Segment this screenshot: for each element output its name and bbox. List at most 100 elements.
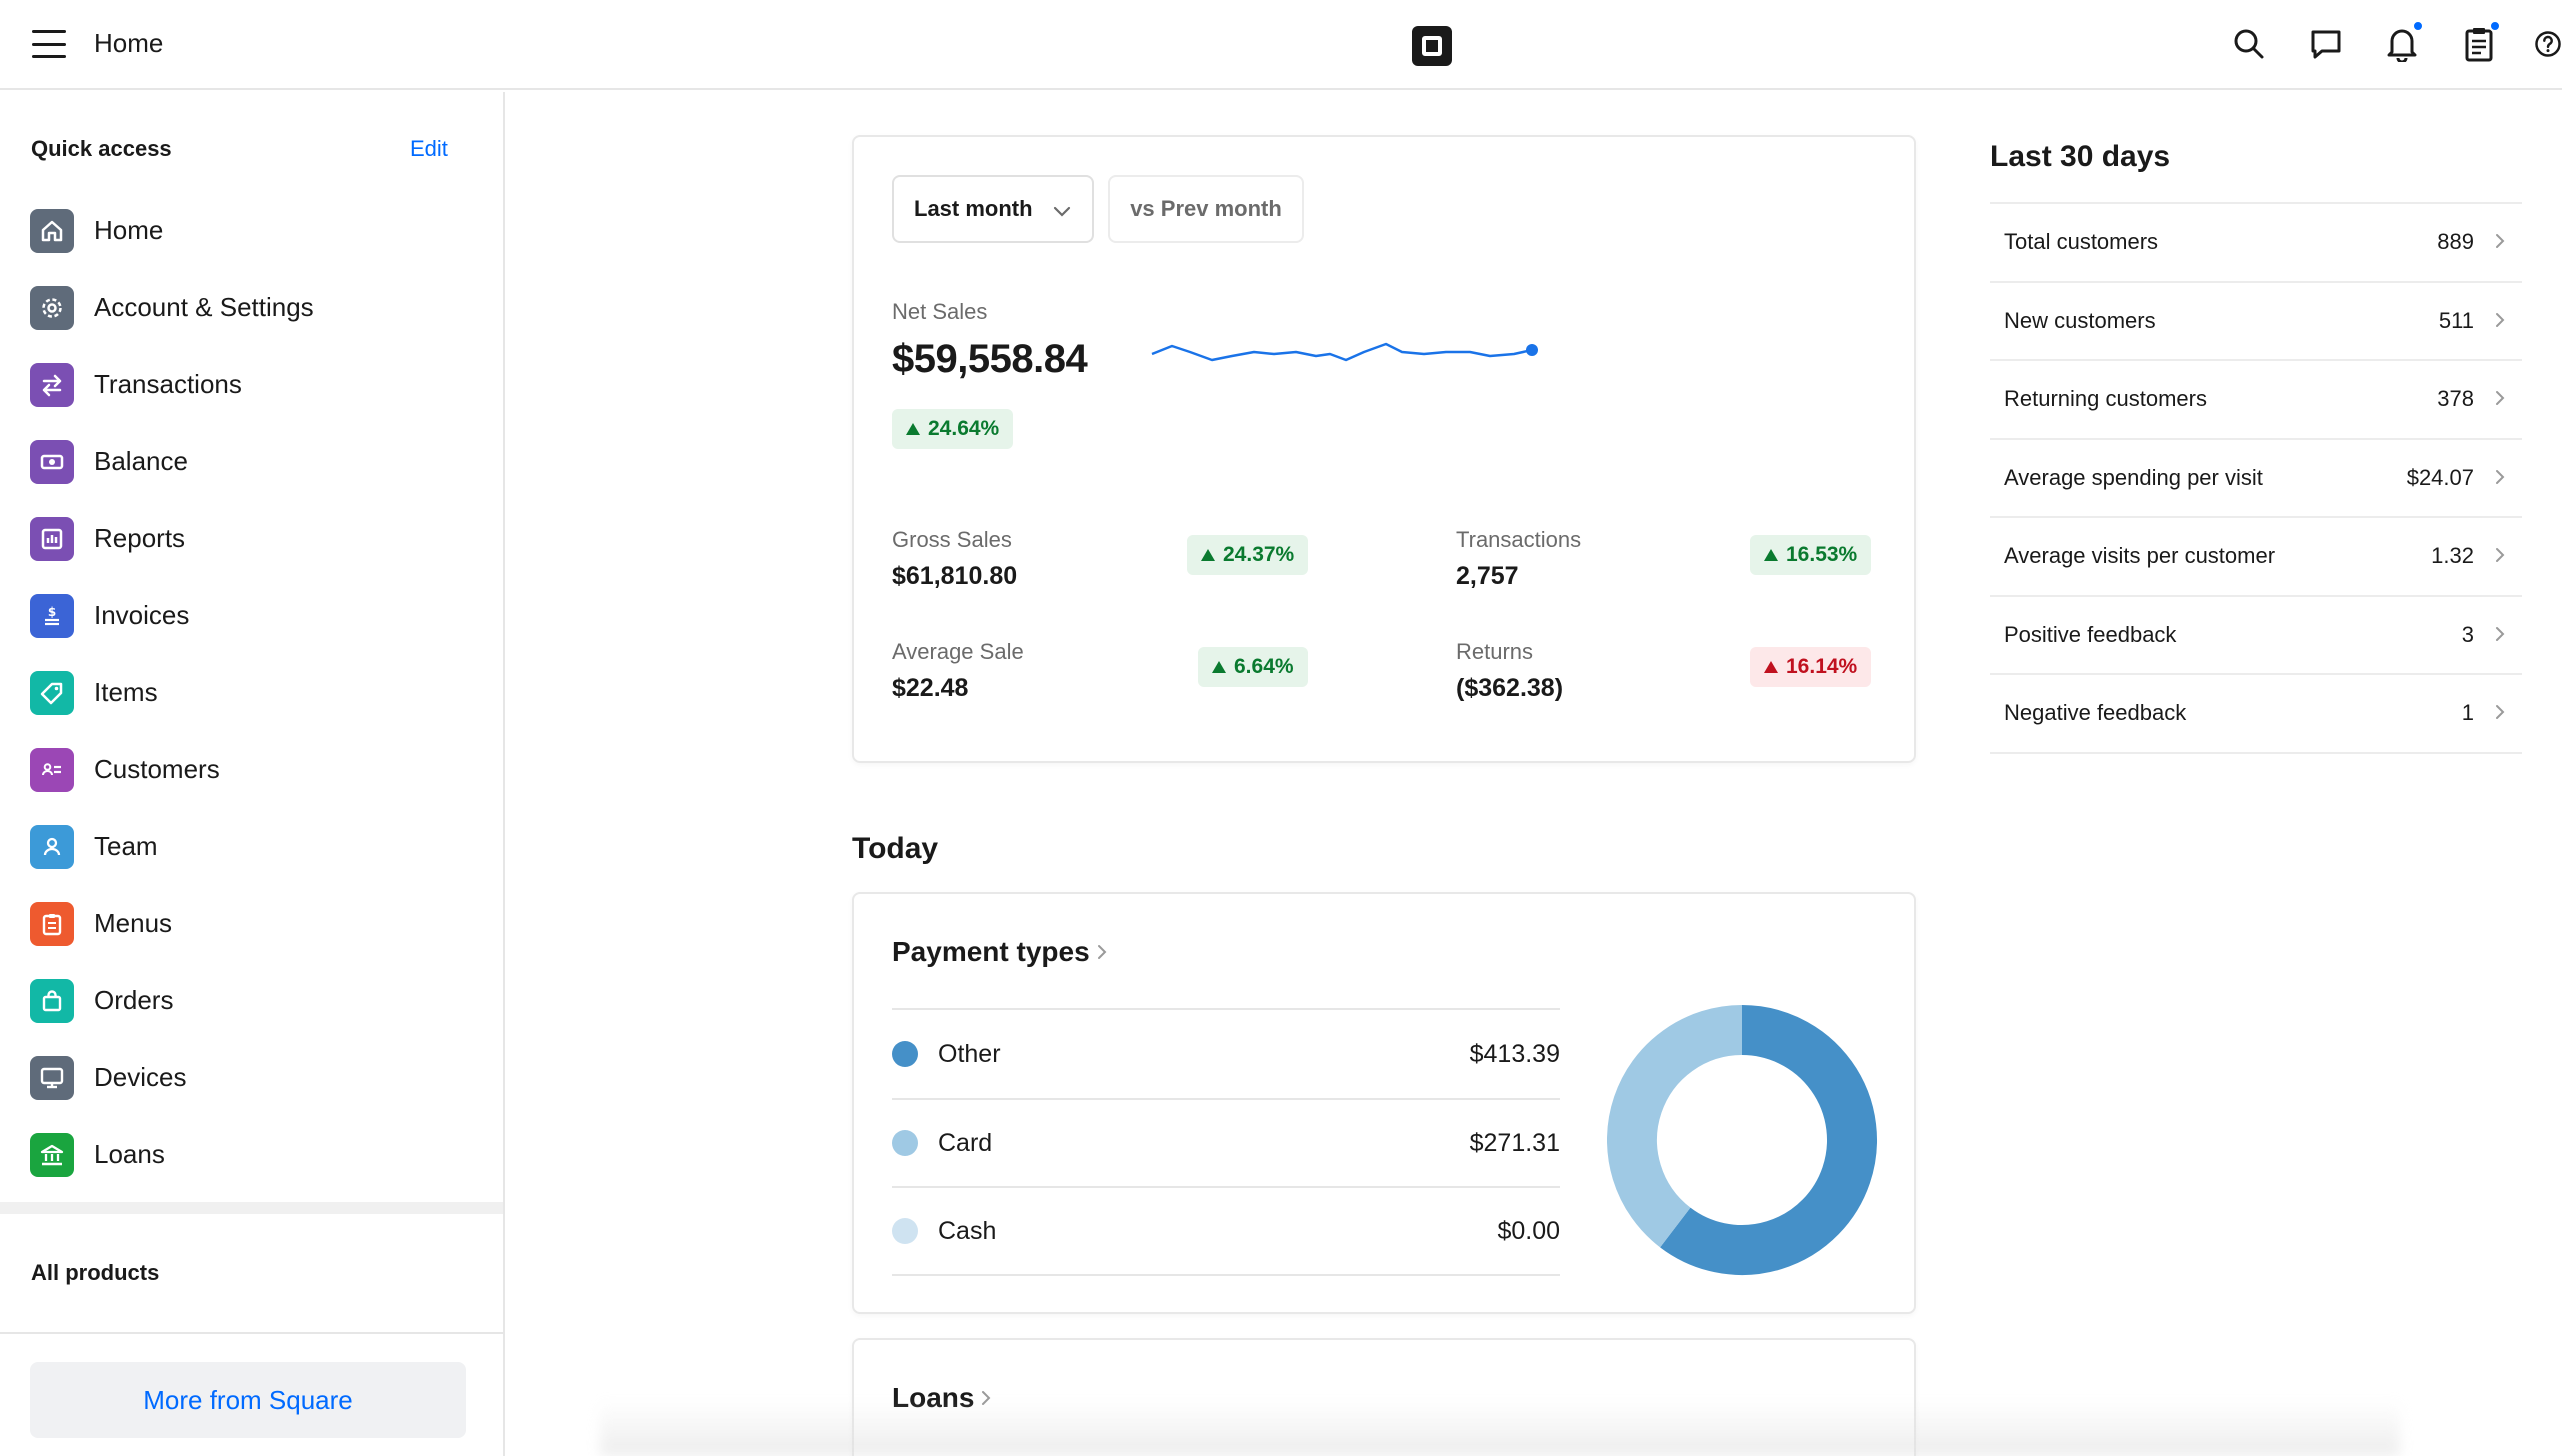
quick-access-nav: Home Account & Settings Transactions Bal… [30,192,314,1193]
sidebar-item-orders[interactable]: Orders [30,962,314,1039]
period-select-button[interactable]: Last month [892,175,1094,243]
sidebar-item-label: Team [94,831,158,861]
divider [892,1186,1560,1188]
change-value: 6.64% [1234,655,1294,678]
menu-icon[interactable] [32,30,66,58]
scroll-shadow [600,1400,2400,1456]
more-from-square-button[interactable]: More from Square [30,1362,466,1438]
chevron-right-icon [2494,232,2506,255]
transactions-change-badge: 16.53% [1750,535,1872,575]
stat-row-average-visits[interactable]: Average visits per customer 1.32 [1990,518,2522,597]
divider [892,1008,1560,1010]
sidebar-item-label: Balance [94,446,188,476]
all-products-heading[interactable]: All products [31,1260,160,1285]
sidebar-item-account-settings[interactable]: Account & Settings [30,269,314,346]
stat-value: 1.32 [2431,543,2474,569]
search-icon[interactable] [2229,24,2269,64]
sidebar-item-transactions[interactable]: Transactions [30,346,314,423]
sidebar-item-balance[interactable]: Balance [30,423,314,500]
stat-row-total-customers[interactable]: Total customers 889 [1990,204,2522,283]
transactions-value: 2,757 [1456,562,1519,590]
legend-dot [892,1041,918,1067]
change-value: 24.37% [1223,543,1295,566]
payment-type-name: Card [938,1128,993,1157]
stat-row-new-customers[interactable]: New customers 511 [1990,283,2522,361]
stat-label: Negative feedback [2004,700,2187,726]
divider [892,1098,1560,1100]
bank-icon [30,1132,74,1177]
sidebar-item-reports[interactable]: Reports [30,500,314,577]
shopping-bag-icon [30,978,74,1023]
stat-value: $24.07 [2406,464,2474,490]
change-value: 24.64% [928,417,1000,440]
payment-types-title: Payment types [892,936,1090,967]
stat-value: 1 [2461,700,2474,726]
sidebar-item-label: Customers [94,754,220,784]
last-30-days-heading: Last 30 days [1990,140,2171,173]
last-30-days-list: Total customers 889 New customers 511 Re… [1990,202,2522,754]
sidebar-item-invoices[interactable]: $ Invoices [30,577,314,654]
stat-label: Total customers [2004,229,2159,255]
stat-label: Returning customers [2004,386,2207,412]
up-arrow-icon [1201,549,1215,561]
chevron-right-icon [2494,625,2506,648]
chevron-right-icon [2494,311,2506,334]
gross-sales-change-badge: 24.37% [1187,535,1309,575]
net-sales-value: $59,558.84 [892,337,1088,381]
sidebar-item-menus[interactable]: Menus [30,885,314,962]
sidebar-item-label: Loans [94,1139,165,1169]
menu-board-icon [30,901,74,946]
sidebar-item-label: Transactions [94,369,242,399]
chevron-right-icon [2494,468,2506,491]
gross-sales-label: Gross Sales [892,527,1012,552]
chevron-right-icon [2494,389,2506,412]
square-logo[interactable] [1412,26,1452,66]
sidebar-item-label: Orders [94,985,174,1015]
sidebar-item-label: Devices [94,1062,187,1092]
payment-row-cash: Cash $0.00 [892,1187,1560,1275]
payment-types-link[interactable]: Payment types [892,936,1108,968]
stat-label: Positive feedback [2004,621,2177,647]
change-value: 16.53% [1786,543,1858,566]
chevron-down-icon [1052,199,1072,225]
net-sales-sparkline [1151,342,1538,362]
up-arrow-icon [1764,549,1778,561]
notification-dot [2412,20,2424,32]
sidebar-item-home[interactable]: Home [30,192,314,269]
stat-label: Average visits per customer [2004,543,2276,569]
quick-access-title: Quick access [31,136,172,161]
invoice-icon: $ [30,593,74,638]
gear-icon [30,285,74,330]
help-icon[interactable] [2534,24,2562,64]
payment-types-card: Payment types Other $413.39 Card $271.31… [852,892,1916,1314]
sidebar-item-loans[interactable]: Loans [30,1116,314,1193]
sidebar-item-label: Reports [94,523,186,553]
sidebar-item-team[interactable]: Team [30,808,314,885]
payment-type-amount: $271.31 [1469,1128,1560,1157]
edit-quick-access-link[interactable]: Edit [410,136,448,161]
stat-row-average-spending[interactable]: Average spending per visit $24.07 [1990,440,2522,518]
up-arrow-icon [1212,661,1226,673]
up-arrow-icon [1764,661,1778,673]
stat-row-positive-feedback[interactable]: Positive feedback 3 [1990,597,2522,675]
sidebar-item-items[interactable]: Items [30,654,314,731]
compare-period-button[interactable]: vs Prev month [1108,175,1304,243]
today-heading: Today [852,832,939,865]
sidebar-item-label: Home [94,215,164,245]
home-icon [30,208,74,253]
payment-row-card: Card $271.31 [892,1099,1560,1187]
average-sale-change-badge: 6.64% [1198,647,1308,687]
sidebar-item-customers[interactable]: Customers [30,731,314,808]
clipboard-icon[interactable] [2459,20,2501,64]
stat-row-negative-feedback[interactable]: Negative feedback 1 [1990,675,2522,754]
arrows-icon [30,362,74,407]
donut-slice-other [1660,1005,1877,1275]
bar-chart-icon [30,516,74,561]
stat-value: 889 [2437,229,2474,255]
stat-row-returning-customers[interactable]: Returning customers 378 [1990,361,2522,440]
sidebar-item-devices[interactable]: Devices [30,1039,314,1116]
bell-icon[interactable] [2382,20,2424,64]
chat-icon[interactable] [2306,24,2346,64]
sidebar-item-label: Menus [94,908,173,938]
up-arrow-icon [906,423,920,435]
